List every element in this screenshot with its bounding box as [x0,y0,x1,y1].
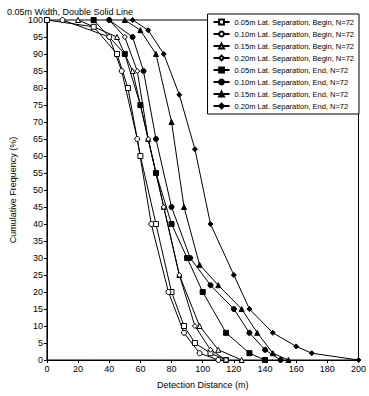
svg-text:0.10m Lat. Separation, Begin,: 0.10m Lat. Separation, Begin, N=72 [235,30,354,39]
svg-text:45: 45 [33,202,43,212]
svg-text:0.05m Lat. Separation, End, N=: 0.05m Lat. Separation, End, N=72 [235,66,349,75]
svg-text:100: 100 [195,364,210,374]
svg-text:200: 200 [351,364,366,374]
svg-text:35: 35 [33,236,43,246]
svg-text:95: 95 [33,32,43,42]
svg-text:15: 15 [33,304,43,314]
svg-text:Cumulative Frequency (%): Cumulative Frequency (%) [8,137,18,244]
svg-text:140: 140 [258,364,273,374]
svg-text:70: 70 [33,117,43,127]
svg-text:0.20m Lat. Separation, End, N=: 0.20m Lat. Separation, End, N=72 [235,102,349,111]
svg-text:90: 90 [33,49,43,59]
svg-text:25: 25 [33,270,43,280]
svg-text:50: 50 [33,185,43,195]
svg-text:60: 60 [135,364,145,374]
svg-text:0: 0 [44,364,49,374]
svg-text:65: 65 [33,134,43,144]
svg-text:Detection Distance (m): Detection Distance (m) [157,380,249,390]
svg-text:75: 75 [33,100,43,110]
svg-text:20: 20 [73,364,83,374]
svg-text:0.05m Width, Double Solid Line: 0.05m Width, Double Solid Line [7,7,133,17]
svg-text:0: 0 [38,355,43,365]
svg-text:10: 10 [33,321,43,331]
svg-text:0.15m Lat. Separation, Begin,: 0.15m Lat. Separation, Begin, N=72 [235,42,354,51]
svg-text:120: 120 [226,364,241,374]
svg-text:180: 180 [320,364,335,374]
svg-text:80: 80 [33,83,43,93]
svg-text:0.20m Lat. Separation, Begin,: 0.20m Lat. Separation, Begin, N=72 [235,54,354,63]
svg-text:0.05m Lat. Separation, Begin,: 0.05m Lat. Separation, Begin, N=72 [235,18,354,27]
svg-text:0.15m Lat. Separation, End, N=: 0.15m Lat. Separation, End, N=72 [235,90,349,99]
svg-text:60: 60 [33,151,43,161]
svg-text:40: 40 [104,364,114,374]
svg-text:80: 80 [167,364,177,374]
svg-text:0.10m Lat. Separation, End, N=: 0.10m Lat. Separation, End, N=72 [235,78,349,87]
svg-text:5: 5 [38,338,43,348]
svg-text:160: 160 [289,364,304,374]
svg-text:20: 20 [33,287,43,297]
svg-text:40: 40 [33,219,43,229]
svg-text:55: 55 [33,168,43,178]
svg-text:85: 85 [33,66,43,76]
svg-text:100: 100 [28,15,43,25]
svg-text:30: 30 [33,253,43,263]
